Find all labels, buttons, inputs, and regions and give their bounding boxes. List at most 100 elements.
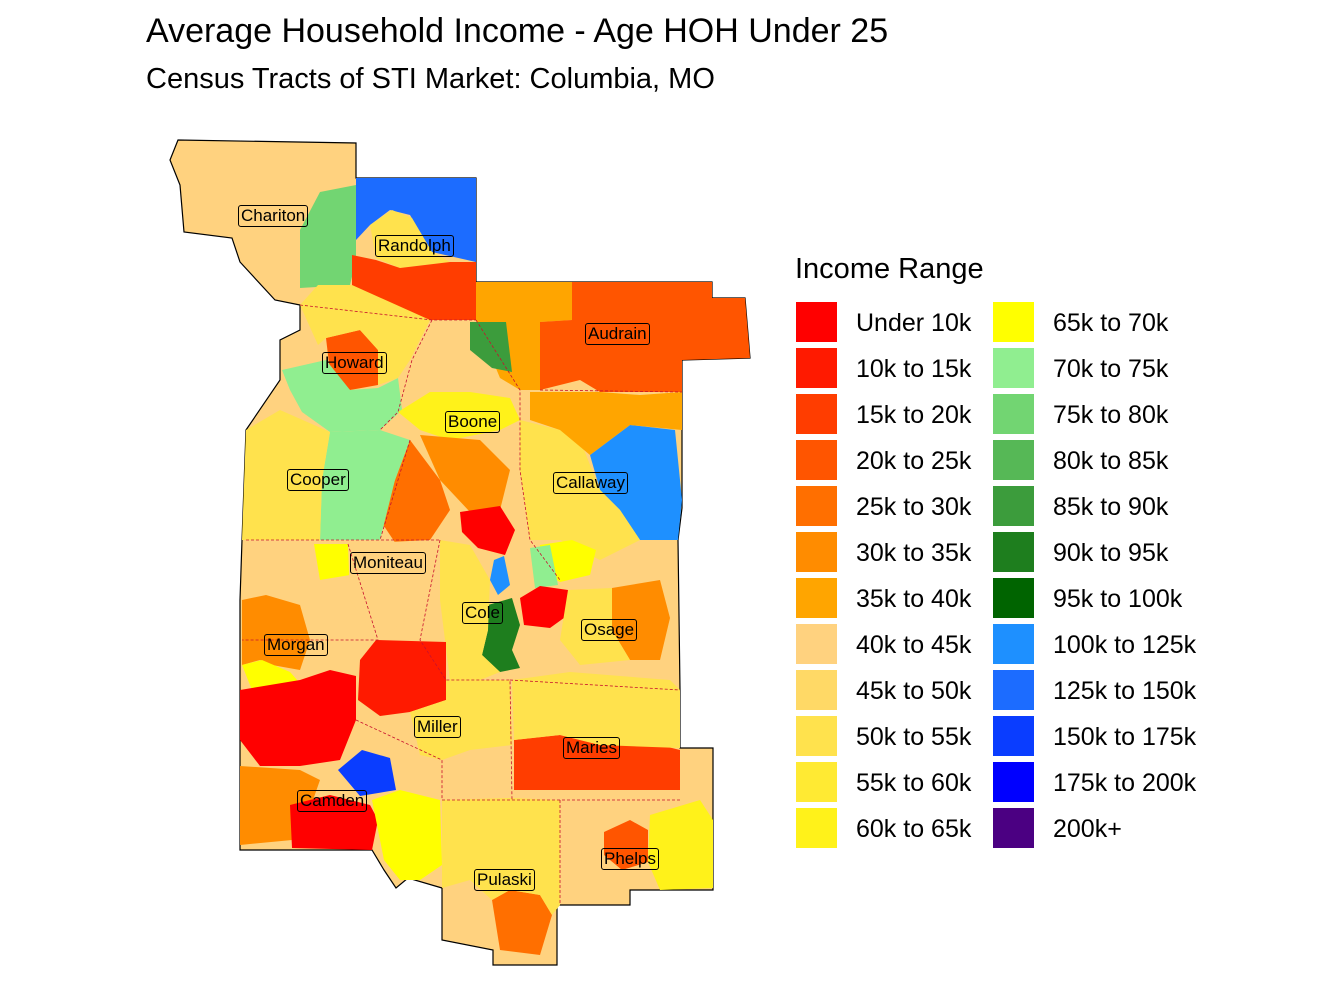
county-label-morgan: Morgan: [264, 634, 328, 656]
legend-swatch: [993, 348, 1034, 388]
county-label-osage: Osage: [581, 619, 638, 641]
county-boundaries: [242, 304, 683, 905]
legend-label: 35k to 40k: [856, 585, 972, 613]
legend-label: 95k to 100k: [1053, 585, 1183, 613]
county-label-boone: Boone: [445, 411, 501, 433]
legend-label: 25k to 30k: [856, 493, 972, 521]
legend-swatch: [993, 624, 1034, 664]
region-boone-yellow: [398, 392, 520, 440]
region-audrain-east: [540, 282, 750, 392]
legend-label: 20k to 25k: [856, 447, 972, 475]
legend-swatch: [796, 624, 837, 664]
legend-swatch: [796, 440, 837, 480]
legend-swatch: [796, 578, 837, 618]
legend-swatch: [993, 486, 1034, 526]
legend-label: 70k to 75k: [1053, 355, 1169, 383]
legend-swatch: [796, 486, 837, 526]
region-boone-sw: [380, 440, 450, 550]
county-label-cole: Cole: [462, 602, 503, 624]
legend-label: 40k to 45k: [856, 631, 972, 659]
legend-label: 50k to 55k: [856, 723, 972, 751]
county-label-moniteau: Moniteau: [350, 552, 426, 574]
region-callaway-orange: [530, 392, 682, 455]
legend-swatch: [796, 808, 837, 848]
county-label-chariton: Chariton: [238, 205, 309, 227]
region-miller-base: [410, 680, 512, 760]
region-camden-blue: [338, 750, 396, 796]
map-subtitle: Census Tracts of STI Market: Columbia, M…: [146, 63, 715, 95]
legend-label: 65k to 70k: [1053, 309, 1169, 337]
region-callaway-blue: [590, 425, 682, 540]
county-label-phelps: Phelps: [601, 848, 659, 870]
legend-swatch: [796, 302, 837, 342]
region-phelps-yellow: [648, 800, 713, 890]
legend-swatch: [993, 808, 1034, 848]
legend-label: 60k to 65k: [856, 815, 972, 843]
legend-label: 200k+: [1053, 815, 1122, 843]
choropleth-map: [169, 139, 751, 966]
legend-swatch: [993, 532, 1034, 572]
county-label-maries: Maries: [563, 737, 621, 759]
legend-swatch: [993, 716, 1034, 756]
region-maries-base: [512, 672, 680, 748]
region-camden-red: [290, 795, 378, 850]
region-cooper-green: [320, 430, 410, 540]
legend-label: 175k to 200k: [1053, 769, 1197, 797]
region-boone-mid: [420, 435, 510, 512]
county-label-howard: Howard: [322, 352, 387, 374]
legend-swatch: [796, 670, 837, 710]
county-label-cooper: Cooper: [287, 469, 349, 491]
region-cole-blue: [490, 556, 510, 595]
legend-swatch: [796, 716, 837, 756]
legend-label: Under 10k: [856, 309, 972, 337]
legend-label: 80k to 85k: [1053, 447, 1169, 475]
region-randolph-light: [370, 210, 450, 268]
region-cooper-base: [242, 410, 330, 540]
region-cole-base: [440, 540, 500, 680]
legend-label: 85k to 90k: [1053, 493, 1169, 521]
region-howard-orange: [326, 330, 378, 390]
region-moniteau-base: [348, 540, 440, 640]
legend-swatch: [993, 394, 1034, 434]
county-label-camden: Camden: [297, 790, 368, 812]
legend-label: 45k to 50k: [856, 677, 972, 705]
region-morgan-red: [240, 670, 356, 766]
legend-swatch: [993, 762, 1034, 802]
legend-swatch: [993, 440, 1034, 480]
region-callaway-green: [530, 545, 558, 588]
legend-label: 90k to 95k: [1053, 539, 1169, 567]
legend-label: 150k to 175k: [1053, 723, 1197, 751]
legend-label: 55k to 60k: [856, 769, 972, 797]
region-cole-green: [482, 598, 520, 672]
region-audrain-green: [470, 322, 512, 372]
region-callaway-west: [520, 420, 640, 560]
legend-label: 75k to 80k: [1053, 401, 1169, 429]
legend-label: 30k to 35k: [856, 539, 972, 567]
region-cole-red: [520, 586, 568, 628]
county-label-pulaski: Pulaski: [474, 869, 535, 891]
region-miller-red: [358, 640, 446, 716]
county-label-miller: Miller: [414, 716, 461, 738]
region-pulaski-base: [442, 798, 560, 915]
legend-label: 100k to 125k: [1053, 631, 1197, 659]
legend-swatch: [796, 762, 837, 802]
region-morgan-orange: [242, 595, 310, 670]
legend-swatch: [796, 348, 837, 388]
county-label-audrain: Audrain: [585, 323, 650, 345]
region-phelps-orange: [604, 820, 648, 870]
region-maries-red: [514, 735, 680, 790]
legend-label: 125k to 150k: [1053, 677, 1197, 705]
legend-label: 15k to 20k: [856, 401, 972, 429]
region-pulaski-orange: [492, 890, 552, 955]
legend-title: Income Range: [795, 253, 984, 285]
region-boone-red: [460, 506, 515, 555]
region-randolph-blue: [356, 178, 476, 262]
region-camden-yellow: [372, 790, 442, 880]
county-label-randolph: Randolph: [375, 235, 454, 257]
map-title: Average Household Income - Age HOH Under…: [146, 12, 889, 50]
region-howard-north: [300, 285, 430, 385]
region-moniteau-yellow: [314, 544, 350, 580]
region-osage-base: [560, 588, 630, 665]
legend-swatch: [796, 394, 837, 434]
legend-swatch: [993, 578, 1034, 618]
